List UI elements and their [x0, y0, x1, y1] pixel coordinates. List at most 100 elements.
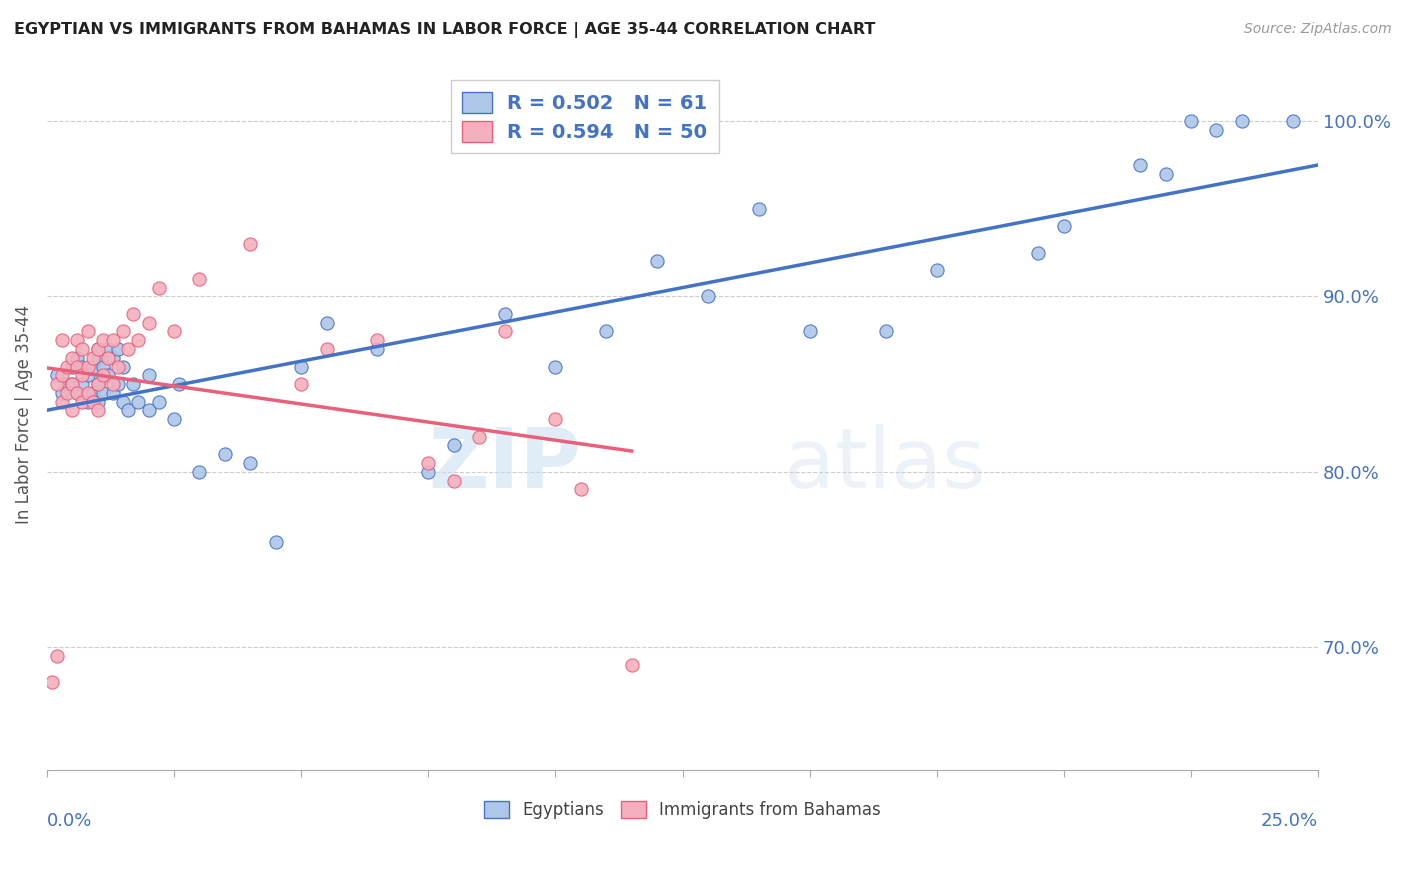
Point	[66, 351, 89, 365]
Point	[697, 289, 720, 303]
Point	[87, 377, 110, 392]
Point	[925, 263, 948, 277]
Point	[87, 342, 110, 356]
Point	[188, 465, 211, 479]
Point	[544, 412, 567, 426]
Point	[138, 316, 160, 330]
Point	[148, 394, 170, 409]
Point	[107, 342, 129, 356]
Point	[366, 342, 388, 356]
Point	[87, 394, 110, 409]
Point	[51, 368, 73, 383]
Point	[107, 377, 129, 392]
Point	[875, 325, 897, 339]
Point	[1230, 114, 1253, 128]
Point	[418, 456, 440, 470]
Point	[112, 359, 135, 374]
Point	[97, 368, 120, 383]
Point	[60, 377, 83, 392]
Point	[544, 359, 567, 374]
Point	[72, 394, 94, 409]
Point	[117, 342, 139, 356]
Point	[290, 359, 312, 374]
Point	[494, 325, 516, 339]
Point	[72, 377, 94, 392]
Point	[799, 325, 821, 339]
Point	[107, 359, 129, 374]
Point	[620, 657, 643, 672]
Point	[56, 377, 79, 392]
Point	[66, 385, 89, 400]
Point	[112, 325, 135, 339]
Point	[188, 272, 211, 286]
Point	[468, 430, 491, 444]
Point	[82, 351, 104, 365]
Point	[87, 342, 110, 356]
Point	[60, 359, 83, 374]
Point	[60, 351, 83, 365]
Point	[87, 403, 110, 417]
Point	[138, 368, 160, 383]
Point	[66, 333, 89, 347]
Point	[595, 325, 617, 339]
Point	[1281, 114, 1303, 128]
Point	[122, 377, 145, 392]
Point	[97, 351, 120, 365]
Point	[239, 456, 262, 470]
Point	[122, 307, 145, 321]
Point	[101, 377, 124, 392]
Point	[494, 307, 516, 321]
Point	[117, 403, 139, 417]
Point	[76, 359, 98, 374]
Point	[76, 368, 98, 383]
Point	[76, 385, 98, 400]
Point	[127, 394, 149, 409]
Point	[87, 351, 110, 365]
Point	[138, 403, 160, 417]
Point	[315, 342, 337, 356]
Point	[214, 447, 236, 461]
Point	[97, 342, 120, 356]
Point	[72, 368, 94, 383]
Point	[46, 377, 69, 392]
Point	[163, 412, 186, 426]
Point	[87, 377, 110, 392]
Point	[46, 648, 69, 663]
Point	[1028, 245, 1050, 260]
Point	[82, 359, 104, 374]
Y-axis label: In Labor Force | Age 35-44: In Labor Force | Age 35-44	[15, 305, 32, 524]
Point	[167, 377, 190, 392]
Point	[443, 474, 465, 488]
Point	[91, 359, 114, 374]
Text: EGYPTIAN VS IMMIGRANTS FROM BAHAMAS IN LABOR FORCE | AGE 35-44 CORRELATION CHART: EGYPTIAN VS IMMIGRANTS FROM BAHAMAS IN L…	[14, 22, 876, 38]
Point	[76, 394, 98, 409]
Point	[56, 385, 79, 400]
Point	[443, 438, 465, 452]
Point	[1180, 114, 1202, 128]
Point	[290, 377, 312, 392]
Text: 25.0%: 25.0%	[1261, 812, 1319, 830]
Point	[60, 377, 83, 392]
Point	[748, 202, 770, 216]
Text: atlas: atlas	[785, 424, 986, 505]
Point	[239, 236, 262, 251]
Point	[101, 333, 124, 347]
Text: 0.0%: 0.0%	[46, 812, 93, 830]
Point	[51, 394, 73, 409]
Point	[51, 333, 73, 347]
Point	[72, 342, 94, 356]
Point	[112, 394, 135, 409]
Point	[72, 359, 94, 374]
Point	[366, 333, 388, 347]
Text: Source: ZipAtlas.com: Source: ZipAtlas.com	[1244, 22, 1392, 37]
Point	[66, 359, 89, 374]
Point	[569, 483, 592, 497]
Point	[1053, 219, 1076, 234]
Point	[76, 325, 98, 339]
Point	[1205, 122, 1227, 136]
Point	[82, 385, 104, 400]
Point	[91, 333, 114, 347]
Point	[82, 394, 104, 409]
Point	[91, 368, 114, 383]
Point	[41, 675, 63, 690]
